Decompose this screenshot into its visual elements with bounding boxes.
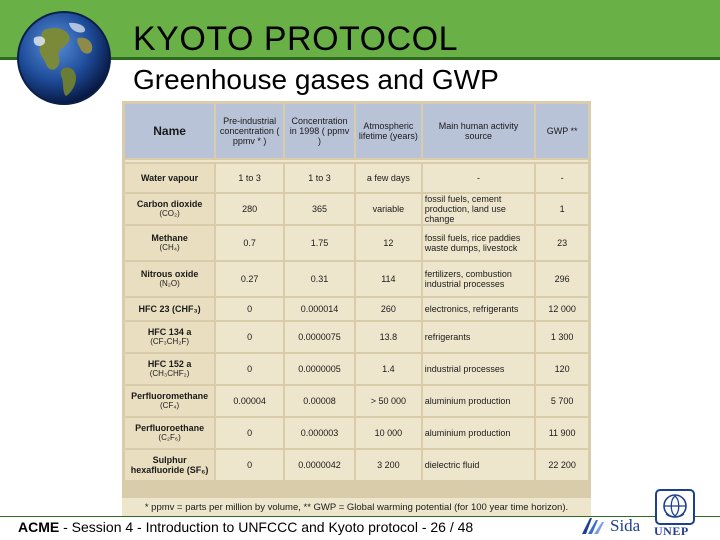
- row-preindustrial: 1 to 3: [216, 164, 284, 192]
- row-source: dielectric fluid: [422, 450, 535, 480]
- row-preindustrial: 0.27: [216, 262, 284, 296]
- header-concentration: Concentration in 1998 ( ppmv ): [285, 104, 354, 158]
- header-name: Name: [125, 104, 215, 158]
- row-name: HFC 23 (CHF₃): [125, 298, 215, 320]
- row-concentration: 1 to 3: [285, 164, 354, 192]
- row-concentration: 0.0000042: [285, 450, 354, 480]
- row-name: Perfluoroethane (C₂F₆): [125, 418, 215, 448]
- row-source: electronics, refrigerants: [422, 298, 535, 320]
- row-preindustrial: 0: [216, 450, 284, 480]
- title-band: [0, 0, 720, 60]
- row-source: refrigerants: [422, 322, 535, 352]
- sida-logo-text: Sida: [610, 516, 641, 535]
- footer-rule: [0, 516, 720, 517]
- row-gwp: 120: [536, 354, 588, 384]
- row-name: HFC 152 a (CH₃CHF₂): [125, 354, 215, 384]
- row-name: Carbon dioxide (CO₂): [125, 194, 215, 224]
- slide-subtitle: Greenhouse gases and GWP: [133, 64, 499, 95]
- slide-title: KYOTO PROTOCOL: [133, 20, 459, 58]
- row-preindustrial: 0: [216, 418, 284, 448]
- row-preindustrial: 0.00004: [216, 386, 284, 416]
- title-rule: [0, 57, 720, 60]
- table-row: Perfluoroethane (C₂F₆) 0 0.000003 10 000 …: [125, 418, 588, 448]
- footer-caption: ACME - Session 4 - Introduction to UNFCC…: [18, 519, 473, 535]
- header-gwp: GWP **: [536, 104, 588, 158]
- row-preindustrial: 0.7: [216, 226, 284, 260]
- table-row: Perfluoromethane (CF₄) 0.00004 0.00008 > …: [125, 386, 588, 416]
- row-name: HFC 134 a (CF₃CH₂F): [125, 322, 215, 352]
- row-gwp: 5 700: [536, 386, 588, 416]
- footer-session: - Session 4 - Introduction to UNFCCC and…: [59, 519, 474, 535]
- row-name: Sulphur hexafluoride (SF₆): [125, 450, 215, 480]
- row-lifetime: 13.8: [355, 322, 421, 352]
- table-row: Methane (CH₄) 0.7 1.75 12 fossil fuels, r…: [125, 226, 588, 260]
- row-concentration: 0.0000005: [285, 354, 354, 384]
- row-lifetime: 260: [355, 298, 421, 320]
- row-concentration: 0.000003: [285, 418, 354, 448]
- row-name: Water vapour: [125, 164, 215, 192]
- row-concentration: 0.31: [285, 262, 354, 296]
- row-concentration: 0.0000075: [285, 322, 354, 352]
- table-row: Carbon dioxide (CO₂) 280 365 variable fos…: [125, 194, 588, 224]
- row-concentration: 0.00008: [285, 386, 354, 416]
- table-row: HFC 134 a (CF₃CH₂F) 0 0.0000075 13.8 refr…: [125, 322, 588, 352]
- row-preindustrial: 0: [216, 354, 284, 384]
- row-preindustrial: 280: [216, 194, 284, 224]
- row-gwp: 11 900: [536, 418, 588, 448]
- table-row: Sulphur hexafluoride (SF₆) 0 0.0000042 3…: [125, 450, 588, 480]
- row-concentration: 0.000014: [285, 298, 354, 320]
- row-lifetime: > 50 000: [355, 386, 421, 416]
- row-concentration: 365: [285, 194, 354, 224]
- table-row: Nitrous oxide (N₂O) 0.27 0.31 114 fertili…: [125, 262, 588, 296]
- row-lifetime: a few days: [355, 164, 421, 192]
- row-name: Perfluoromethane (CF₄): [125, 386, 215, 416]
- row-gwp: 12 000: [536, 298, 588, 320]
- unep-logo-text: UNEP: [654, 524, 689, 538]
- row-source: aluminium production: [422, 418, 535, 448]
- table-row: HFC 152 a (CH₃CHF₂) 0 0.0000005 1.4 indus…: [125, 354, 588, 384]
- row-name: Nitrous oxide (N₂O): [125, 262, 215, 296]
- row-lifetime: 12: [355, 226, 421, 260]
- row-source: aluminium production: [422, 386, 535, 416]
- row-lifetime: 1.4: [355, 354, 421, 384]
- row-preindustrial: 0: [216, 298, 284, 320]
- sida-logo-icon: [582, 518, 604, 534]
- row-gwp: 296: [536, 262, 588, 296]
- gwp-table-image: Name Pre-industrial concentration ( ppmv…: [122, 101, 591, 519]
- row-gwp: 1 300: [536, 322, 588, 352]
- row-gwp: -: [536, 164, 588, 192]
- table-footnote: * ppmv = parts per million by volume, **…: [122, 498, 591, 518]
- gwp-table: Name Pre-industrial concentration ( ppmv…: [123, 102, 590, 482]
- row-concentration: 1.75: [285, 226, 354, 260]
- header-source: Main human activity source: [422, 104, 535, 158]
- globe-icon: [17, 11, 111, 105]
- footer-acme: ACME: [18, 519, 60, 535]
- row-source: -: [422, 164, 535, 192]
- unep-logo-icon: [655, 489, 695, 525]
- table-row: HFC 23 (CHF₃) 0 0.000014 260 electronics…: [125, 298, 588, 320]
- row-gwp: 1: [536, 194, 588, 224]
- table-header-row: Name Pre-industrial concentration ( ppmv…: [125, 104, 588, 158]
- row-preindustrial: 0: [216, 322, 284, 352]
- subtitle-band: [0, 60, 720, 100]
- row-name: Methane (CH₄): [125, 226, 215, 260]
- row-lifetime: 3 200: [355, 450, 421, 480]
- row-lifetime: 114: [355, 262, 421, 296]
- row-lifetime: 10 000: [355, 418, 421, 448]
- row-source: fossil fuels, rice paddies waste dumps, …: [422, 226, 535, 260]
- row-gwp: 22 200: [536, 450, 588, 480]
- table-row: Water vapour 1 to 3 1 to 3 a few days - …: [125, 164, 588, 192]
- row-source: fossil fuels, cement production, land us…: [422, 194, 535, 224]
- row-lifetime: variable: [355, 194, 421, 224]
- row-gwp: 23: [536, 226, 588, 260]
- footer-band: [0, 517, 720, 540]
- row-source: fertilizers, combustion industrial proce…: [422, 262, 535, 296]
- header-preindustrial: Pre-industrial concentration ( ppmv * ): [216, 104, 284, 158]
- row-source: industrial processes: [422, 354, 535, 384]
- header-lifetime: Atmospheric lifetime (years): [355, 104, 421, 158]
